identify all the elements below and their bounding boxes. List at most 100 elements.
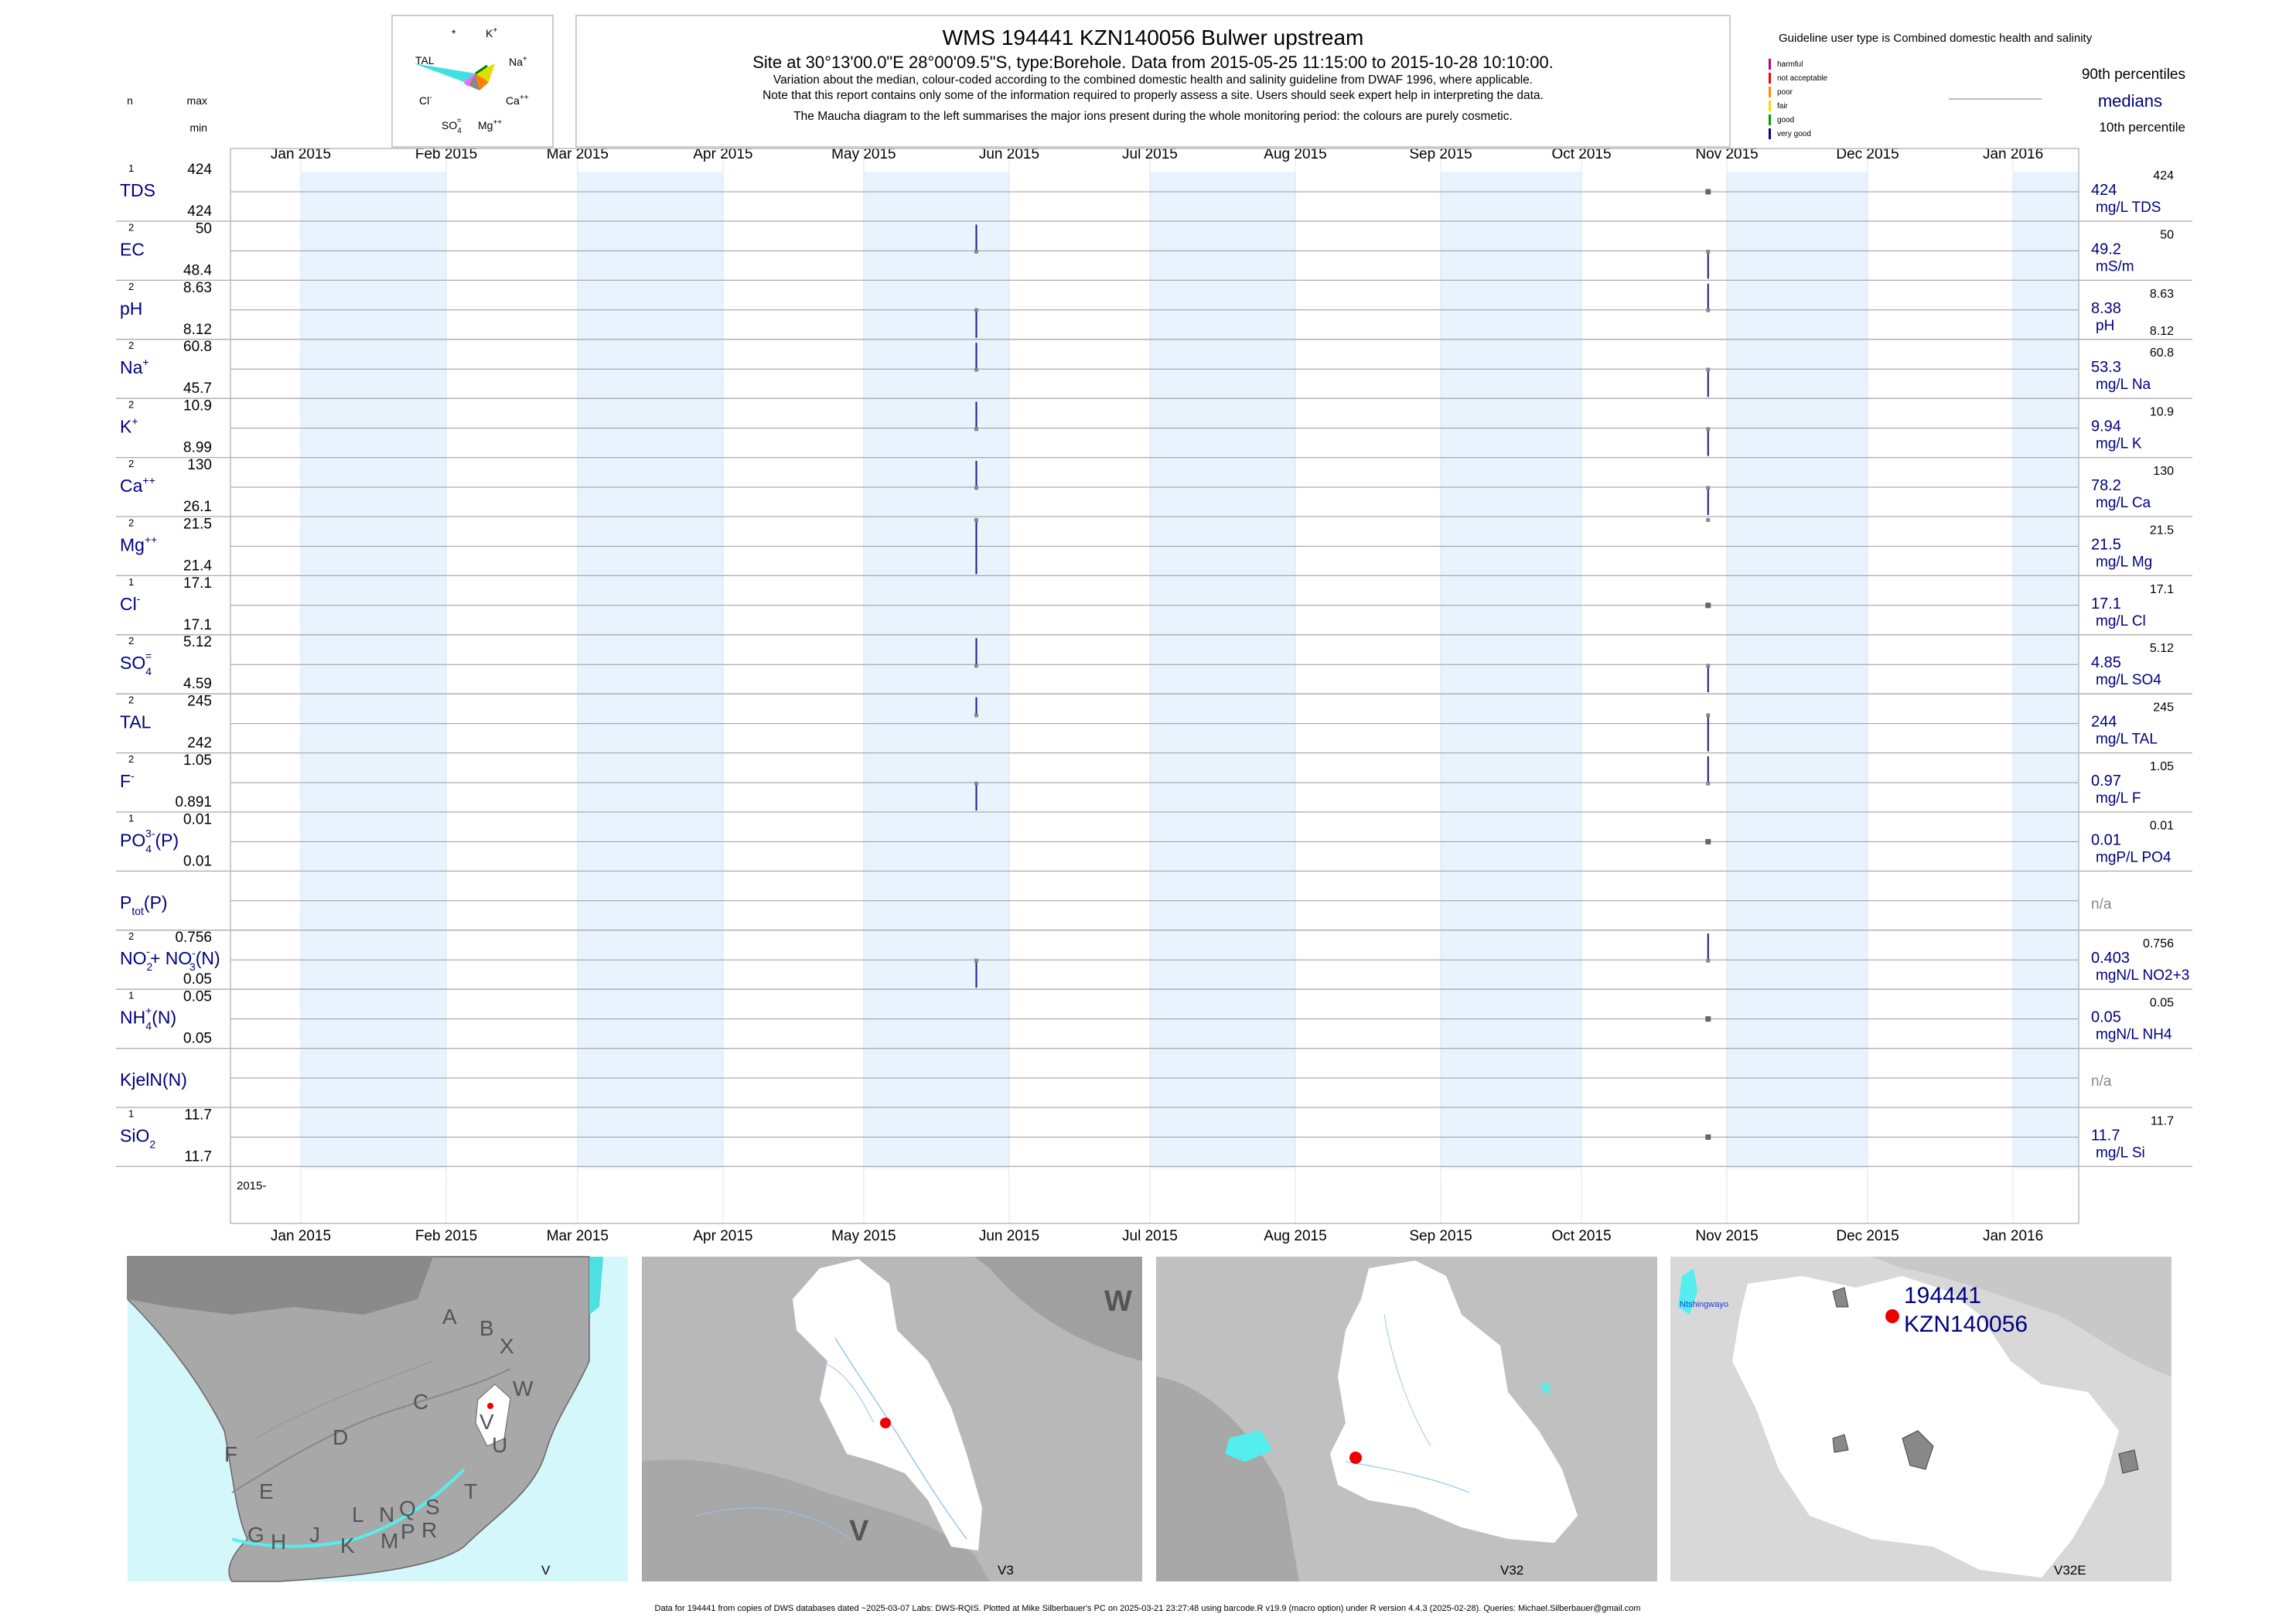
max-value: 245	[187, 694, 212, 710]
min-value: 45.7	[183, 380, 212, 397]
max-value: 17.1	[183, 575, 212, 592]
bottom-month-label: Jan 2015	[271, 1228, 331, 1244]
median-marker	[1706, 427, 1711, 432]
median-value: 17.1	[2091, 595, 2121, 612]
top-month-label: Mar 2015	[547, 146, 609, 162]
map4-place-label: Ntshingwayo	[1680, 1300, 1728, 1309]
median-value: 0.403	[2091, 950, 2130, 967]
parameter-name: Cl-	[120, 592, 141, 614]
bottom-month-label: Aug 2015	[1264, 1228, 1326, 1244]
median-marker	[1706, 664, 1711, 668]
parameter-name: F-	[120, 769, 135, 791]
max-value: 424	[187, 162, 212, 178]
sample-count: 2	[128, 930, 134, 942]
bottom-month-label: Nov 2015	[1695, 1228, 1758, 1244]
unit-label: pH	[2096, 318, 2114, 334]
median-marker	[974, 486, 978, 490]
month-bands	[300, 148, 2079, 1223]
max-value: 8.63	[183, 280, 212, 296]
median-value: 53.3	[2091, 359, 2121, 376]
median-value: 0.01	[2091, 831, 2121, 848]
p90-value: 245	[2153, 701, 2174, 715]
median-marker	[974, 367, 978, 372]
p90-value: 10.9	[2150, 406, 2174, 419]
median-value: 424	[2091, 182, 2117, 199]
p90-label: 90th percentiles	[2082, 67, 2185, 83]
max-value: 130	[187, 457, 212, 473]
unit-label: mgP/L PO4	[2096, 849, 2171, 865]
unit-label: mg/L F	[2096, 790, 2141, 807]
unit-label: mg/L Si	[2096, 1145, 2145, 1161]
median-value: 11.7	[2091, 1127, 2120, 1144]
map1-region-label: N	[379, 1503, 394, 1527]
unit-label: mg/L Cl	[2096, 613, 2146, 629]
unit-label: mg/L Na	[2096, 377, 2151, 393]
map1-region-labels: A BX C WV D U F T E L N Q S G H J K M P R	[224, 1305, 534, 1557]
sample-point	[1705, 189, 1711, 195]
bottom-month-label: Jan 2016	[1983, 1228, 2043, 1244]
parameter-name: EC	[120, 239, 145, 259]
min-value: 26.1	[183, 499, 212, 515]
map1-region-label: T	[464, 1479, 477, 1503]
guideline-legend: Guideline user type is Combined domestic…	[1769, 32, 2185, 139]
top-month-label: Nov 2015	[1695, 146, 1758, 162]
map1-region-label: R	[421, 1518, 437, 1542]
month-band	[1727, 172, 1868, 1169]
median-value: 0.05	[2091, 1009, 2121, 1026]
month-band	[1149, 172, 1295, 1169]
guideline-swatch	[1769, 128, 1771, 139]
p90-value: 424	[2153, 169, 2174, 183]
unit-label: mS/m	[2096, 258, 2134, 275]
map2-region-v: V	[849, 1515, 869, 1547]
max-value: 21.5	[183, 516, 212, 532]
left-header: n max min	[127, 94, 207, 134]
map1-region-label: Q	[399, 1496, 416, 1520]
map4-site-id: 194441	[1904, 1283, 1981, 1308]
parameter-name: NH4+(N)	[120, 1005, 176, 1032]
median-marker	[974, 958, 978, 963]
min-value: 17.1	[183, 617, 212, 633]
month-band	[577, 172, 723, 1169]
min-value: 0.01	[183, 853, 212, 869]
p90-value: 5.12	[2150, 642, 2174, 655]
top-month-label: Jun 2015	[979, 146, 1039, 162]
guideline-swatch	[1769, 59, 1771, 70]
map1-region-label: B	[479, 1316, 494, 1340]
map4-caption: V32E	[2054, 1563, 2086, 1578]
sample-point	[1705, 602, 1711, 609]
min-value: 48.4	[183, 262, 212, 278]
guideline-categories: harmful not acceptable poor fair good very go…	[1769, 59, 1827, 139]
map1-region-label: F	[224, 1442, 237, 1466]
map1-region-label: P	[401, 1520, 415, 1544]
page-title: WMS 194441 KZN140056 Bulwer upstream	[943, 26, 1364, 49]
unit-label: mg/L K	[2096, 436, 2142, 452]
sample-count: 2	[128, 399, 134, 411]
top-month-label: Sep 2015	[1409, 146, 1472, 162]
unit-label: mg/L SO4	[2096, 672, 2161, 688]
p90-value: 8.63	[2150, 288, 2174, 301]
sample-count: 2	[128, 517, 134, 528]
max-value: 0.05	[183, 989, 212, 1005]
median-marker	[974, 517, 978, 522]
map-v3: W V V3	[642, 1257, 1142, 1581]
median-marker	[1706, 781, 1711, 786]
parameter-name: TAL	[120, 712, 152, 732]
parameter-row: EC 2 50 48.4 49.2mS/m 50	[116, 220, 2192, 281]
median-marker	[1706, 308, 1711, 312]
bottom-month-axis: Jan 2015 Feb 2015 Mar 2015 Apr 2015 May 2015…	[271, 1228, 2043, 1244]
top-month-label: May 2015	[831, 146, 896, 162]
top-month-label: Jan 2015	[271, 146, 331, 162]
bottom-month-label: Dec 2015	[1836, 1228, 1899, 1244]
guideline-swatch	[1769, 101, 1771, 111]
medians-label: medians	[2098, 91, 2162, 111]
map2-caption: V3	[998, 1563, 1014, 1578]
p90-value: 21.5	[2150, 524, 2174, 537]
